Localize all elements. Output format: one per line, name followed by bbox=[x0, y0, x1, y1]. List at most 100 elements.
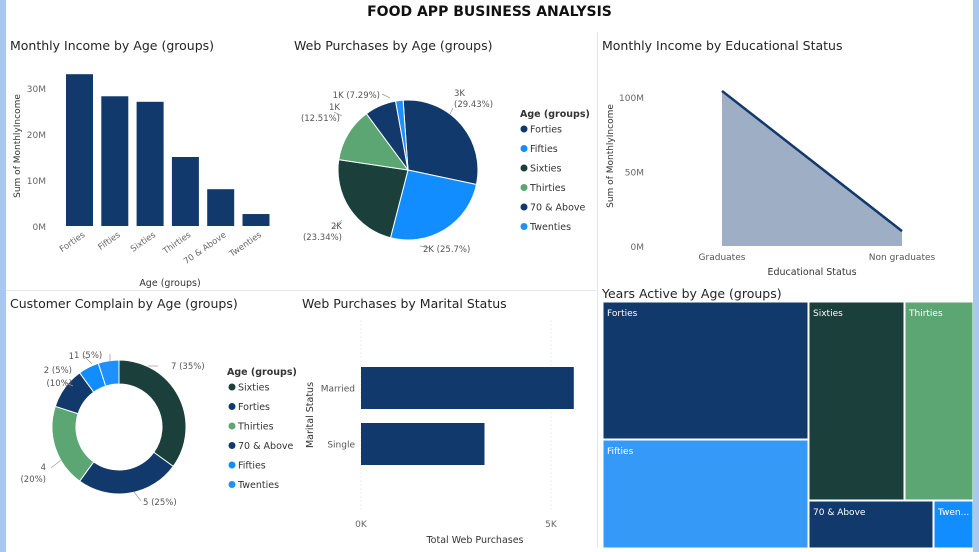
legend-item: Thirties bbox=[529, 183, 566, 194]
treemap-tile-forties bbox=[602, 301, 809, 440]
y-tick-label: 20M bbox=[27, 131, 46, 141]
panel-web-purchases-by-marital[interactable]: Web Purchases by Marital Status Married S… bbox=[298, 290, 596, 548]
panel-title: Customer Complain by Age (groups) bbox=[10, 296, 238, 311]
panel-title: Monthly Income by Age (groups) bbox=[10, 38, 215, 53]
panel-complain-by-age[interactable]: Customer Complain by Age (groups) 7 (35%… bbox=[6, 290, 297, 548]
legend-item: Forties bbox=[238, 402, 270, 413]
leader-line bbox=[50, 459, 62, 469]
panel-title: Monthly Income by Educational Status bbox=[602, 38, 843, 53]
legend-item: Thirties bbox=[237, 422, 274, 433]
bar-thirties bbox=[171, 157, 199, 226]
complain-slice-twenties bbox=[97, 359, 120, 387]
legend-marker bbox=[228, 403, 236, 410]
y-axis-title: Marital Status bbox=[305, 382, 316, 448]
data-label: 7 (35%) bbox=[171, 362, 205, 372]
web-age-slice-forties bbox=[402, 99, 479, 186]
income-by-education-chart[interactable]: 0M 50M 100M Graduates Non graduates Education… bbox=[598, 32, 973, 280]
data-label: 3K bbox=[454, 89, 465, 99]
treemap-tile-sixties bbox=[808, 301, 905, 501]
complain-slice-forties bbox=[78, 451, 174, 495]
data-label: 1K (7.29%) bbox=[333, 91, 380, 101]
x-tick-label: Fifties bbox=[96, 230, 123, 253]
bar-single bbox=[361, 423, 485, 465]
data-label-pct: (29.43%) bbox=[454, 100, 493, 110]
y-axis-title: Sum of MonthlyIncome bbox=[606, 104, 616, 208]
panel-years-active-by-age[interactable]: Years Active by Age (groups) Forties Fift… bbox=[598, 280, 974, 549]
y-tick-label: 30M bbox=[27, 85, 46, 95]
bar-sixties bbox=[136, 101, 164, 226]
leader-line bbox=[419, 245, 431, 249]
area-line bbox=[721, 89, 903, 233]
complain-slice-sixties bbox=[118, 359, 187, 468]
data-label-pct: (10%) bbox=[46, 379, 72, 389]
legend-marker bbox=[520, 145, 528, 152]
treemap-label: Forties bbox=[607, 309, 638, 319]
panel-title: Years Active by Age (groups) bbox=[602, 286, 782, 301]
x-tick-label: Forties bbox=[58, 230, 88, 255]
panel-title: Web Purchases by Age (groups) bbox=[294, 38, 493, 53]
x-tick-label: Non graduates bbox=[869, 253, 936, 263]
legend-item: 70 & Above bbox=[238, 441, 293, 452]
complain-by-age-chart[interactable]: 7 (35%) 5 (25%) 4 (20%) 2 (5%) (10%) 1 1 (5%) Ag… bbox=[6, 290, 296, 548]
legend-marker bbox=[520, 125, 528, 133]
treemap-label: 70 & Above bbox=[813, 508, 866, 518]
divider bbox=[597, 32, 598, 548]
panel-web-purchases-by-age[interactable]: Web Purchases by Age (groups) 3K (29.43%)… bbox=[290, 32, 596, 290]
y-tick-label: 50M bbox=[625, 168, 644, 178]
x-tick-label: Graduates bbox=[699, 253, 746, 263]
data-label-pct: (20%) bbox=[20, 475, 46, 485]
treemap-tile-thirties bbox=[904, 301, 974, 501]
legend-marker bbox=[228, 461, 236, 469]
panel-income-by-age[interactable]: Monthly Income by Age (groups) 0M 10M 20M 3… bbox=[6, 32, 290, 290]
legend-item: Forties bbox=[530, 125, 562, 136]
years-active-treemap[interactable]: Forties Fifties Sixties 70 & Above Thirties T… bbox=[598, 280, 974, 549]
legend-marker bbox=[228, 481, 236, 488]
x-tick-label: 0K bbox=[355, 520, 368, 530]
legend-marker bbox=[520, 203, 528, 211]
x-axis-title: Age (groups) bbox=[139, 278, 200, 289]
page-title: FOOD APP BUSINESS ANALYSIS bbox=[367, 4, 612, 20]
y-tick-label: Single bbox=[327, 441, 355, 451]
web-age-slice-sixties bbox=[337, 159, 409, 239]
leader-line bbox=[333, 219, 343, 229]
bar-twenties bbox=[242, 214, 270, 226]
legend-marker bbox=[228, 442, 236, 449]
data-label: 1K bbox=[329, 103, 340, 113]
leader-line bbox=[381, 93, 391, 99]
legend-marker bbox=[520, 164, 528, 172]
complain-slice-thirties bbox=[51, 405, 95, 482]
legend-marker bbox=[228, 383, 236, 391]
y-tick-label: 0M bbox=[631, 243, 645, 253]
corner-right-edge bbox=[973, 0, 979, 552]
data-label: 5 (25%) bbox=[143, 498, 177, 508]
web-purchases-by-marital-chart[interactable]: Married Single 0K 5K Total Web Purchases Mari… bbox=[298, 290, 596, 548]
web-purchases-by-age-chart[interactable]: 3K(29.43%) 2K (25.7%) 2K(23.34%) 1K(12.51%)… bbox=[290, 32, 596, 290]
web-age-slice-twenties bbox=[394, 99, 409, 171]
treemap-label: Fifties bbox=[607, 447, 634, 457]
data-label: 2K (25.7%) bbox=[423, 245, 470, 255]
y-tick-label: 10M bbox=[27, 177, 46, 187]
legend-marker bbox=[520, 223, 528, 230]
area-fill bbox=[722, 90, 902, 246]
leader-line bbox=[449, 107, 454, 115]
panel-income-by-education[interactable]: Monthly Income by Educational Status 0M 5… bbox=[598, 32, 973, 280]
leader-line bbox=[333, 111, 343, 117]
x-axis-title: Total Web Purchases bbox=[425, 535, 523, 546]
leader-line bbox=[83, 355, 93, 365]
legend-item: Sixties bbox=[530, 164, 562, 175]
treemap-tile-70-above bbox=[808, 500, 934, 549]
x-tick-label: Sixties bbox=[129, 230, 158, 255]
panel-title: Web Purchases by Marital Status bbox=[302, 296, 507, 311]
legend-item: Twenties bbox=[529, 222, 571, 233]
bar-forties bbox=[66, 74, 93, 226]
leader-line bbox=[133, 491, 142, 502]
treemap-tile-fifties bbox=[602, 439, 809, 549]
web-age-slice-fifties bbox=[389, 169, 478, 241]
y-tick-label: Married bbox=[321, 385, 355, 395]
treemap-label: Sixties bbox=[813, 309, 843, 319]
data-label-pct: (12.51%) bbox=[301, 114, 340, 124]
x-axis-title: Educational Status bbox=[767, 267, 856, 278]
y-axis-title: Sum of MonthlyIncome bbox=[13, 94, 23, 198]
legend-item: Fifties bbox=[238, 461, 266, 472]
